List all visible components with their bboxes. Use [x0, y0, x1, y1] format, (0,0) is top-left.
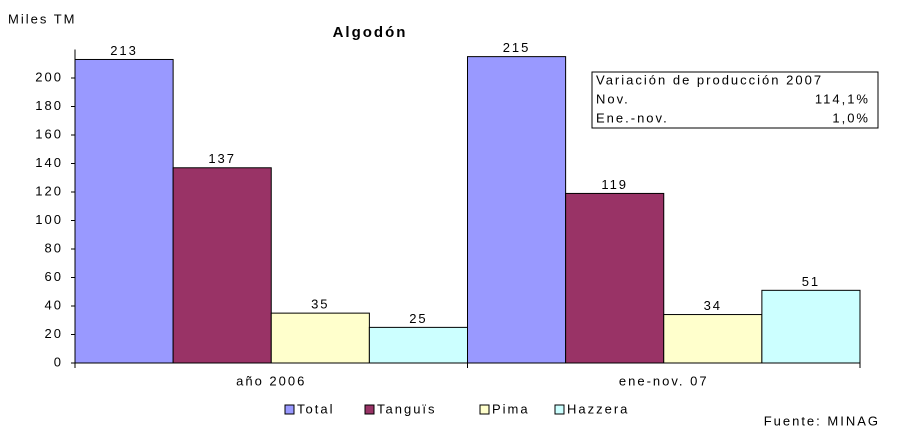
y-tick-label: 0	[54, 354, 63, 369]
y-tick-label: 140	[35, 155, 63, 170]
data-label: 119	[601, 177, 628, 192]
annotation-title: Variación de producción 2007	[596, 72, 823, 87]
bar	[74, 58, 174, 364]
bar	[467, 56, 567, 364]
bar	[172, 167, 272, 364]
legend-swatch	[554, 404, 565, 415]
data-label: 215	[503, 40, 531, 55]
data-label: 35	[311, 297, 329, 312]
y-tick-label: 180	[35, 98, 63, 113]
legend-swatch	[364, 404, 375, 415]
y-tick-label: 160	[35, 126, 63, 141]
data-label: 213	[110, 43, 138, 58]
source: Fuente: MINAG	[764, 413, 880, 428]
data-label: 51	[802, 274, 820, 289]
y-tick-label: 20	[45, 326, 63, 341]
bar	[663, 314, 763, 364]
bar	[368, 326, 468, 364]
y-tick-label: 80	[45, 240, 63, 255]
bar	[761, 289, 861, 364]
y-axis-label: Miles TM	[8, 11, 76, 26]
x-tick-label: año 2006	[236, 373, 306, 388]
legend-label: Tanguïs	[377, 401, 437, 416]
annotation-value: 114,1%	[815, 91, 870, 106]
legend-label: Total	[297, 401, 334, 416]
y-tick-label: 100	[35, 212, 63, 227]
legend-label: Hazzera	[567, 401, 629, 416]
legend-label: Pima	[492, 401, 530, 416]
annotation-value: 1,0%	[832, 110, 870, 125]
chart-title: Algodón	[333, 24, 408, 41]
y-tick-label: 40	[45, 297, 63, 312]
annotation-box	[591, 71, 879, 129]
legend-swatch	[284, 404, 295, 415]
x-tick-label: ene-nov. 07	[619, 373, 709, 388]
y-tick-label: 60	[45, 269, 63, 284]
bar	[270, 312, 370, 364]
y-tick-label: 200	[35, 69, 63, 84]
legend-swatch	[479, 404, 490, 415]
annotation-label: Ene.-nov.	[596, 110, 669, 125]
annotation-label: Nov.	[596, 91, 630, 106]
data-label: 137	[208, 151, 236, 166]
data-label: 34	[704, 298, 722, 313]
bar	[565, 192, 665, 364]
y-tick-label: 120	[35, 183, 63, 198]
data-label: 25	[409, 311, 427, 326]
